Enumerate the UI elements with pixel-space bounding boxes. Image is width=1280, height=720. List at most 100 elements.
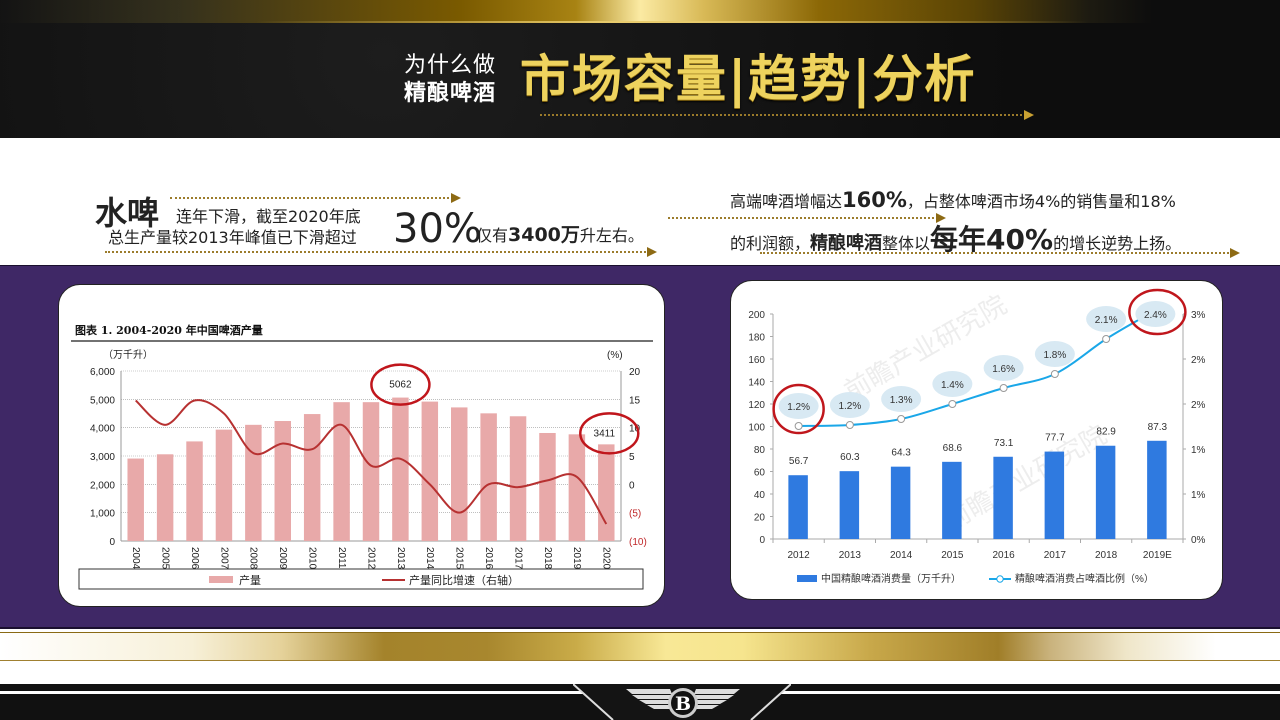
svg-text:2016: 2016 [993, 550, 1016, 561]
r2-suffix: 的增长逆势上扬。 [1053, 234, 1182, 253]
right-chart-line [798, 315, 1146, 427]
legend-marker-icon [996, 575, 1004, 583]
right-chart-bars: 56.7 60.3 64.3 68.6 73.1 77.7 82.9 87.3 [788, 422, 1168, 539]
ratio-label: 2.4% [1144, 310, 1167, 321]
legend-bar-swatch [209, 576, 233, 583]
data-label: 5062 [389, 380, 412, 391]
svg-text:80: 80 [754, 445, 766, 456]
svg-text:2018: 2018 [1095, 550, 1118, 561]
svg-text:2020: 2020 [601, 547, 612, 570]
y2-axis-unit: (%) [607, 350, 623, 361]
svg-text:1,000: 1,000 [90, 509, 115, 520]
r1-suffix: ，占整体啤酒市场4%的销售量和18% [906, 192, 1176, 211]
bar [215, 429, 233, 541]
craft-beer-consumption-chart-card: 前瞻产业研究院 前瞻产业研究院 200 180 160 140 120 100 80 60 40… [730, 280, 1223, 600]
tail-bold: 3400万 [508, 224, 580, 246]
bar [245, 424, 262, 541]
svg-text:0%: 0% [1191, 535, 1206, 546]
bar [1044, 451, 1065, 539]
bar [333, 402, 350, 541]
left-chart-bars [127, 397, 615, 541]
svg-text:2008: 2008 [248, 547, 259, 570]
legend-bar-label: 产量 [239, 573, 261, 587]
svg-text:120: 120 [748, 400, 765, 411]
ratio-bubble [1034, 341, 1075, 367]
header-banner: 为什么做 精酿啤酒 市场容量|趋势|分析 [0, 0, 1280, 138]
ratio-bubble [1135, 301, 1176, 327]
bar [451, 407, 468, 541]
svg-text:10: 10 [629, 424, 641, 435]
left-statement-line2: 总生产量较2013年峰值已下滑超过 [108, 228, 357, 247]
dotted-arrow-left-2 [105, 247, 657, 257]
y-axis-unit: （万千升） [103, 349, 153, 361]
tail-prefix: 仅有 [476, 226, 509, 245]
svg-text:2%: 2% [1191, 355, 1206, 366]
line-marker [999, 384, 1008, 392]
svg-text:160: 160 [748, 355, 765, 366]
highlight-circle [1128, 288, 1187, 336]
dotted-arrow-left-1 [170, 193, 461, 203]
dotted-arrow-right-1 [668, 213, 946, 223]
svg-text:2015: 2015 [941, 550, 964, 561]
r1-bold: 160% [842, 188, 907, 212]
ratio-label: 1.4% [941, 380, 964, 391]
ratio-bubble [829, 392, 870, 418]
legend-bar-label: 中国精酿啤酒消费量（万千升） [821, 572, 961, 585]
title-dotted-arrow [540, 110, 1034, 120]
svg-text:B: B [675, 693, 691, 715]
bar [480, 413, 497, 541]
dotted-arrow-right-2 [760, 248, 1240, 258]
bar-value-label: 64.3 [891, 448, 911, 459]
r1-prefix: 高端啤酒增幅达 [730, 192, 843, 211]
ratio-label: 1.8% [1043, 350, 1066, 361]
ratio-bubble [983, 355, 1024, 381]
r2-huge: 每年40% [930, 223, 1054, 256]
left-chart-line [135, 399, 608, 525]
svg-text:2013: 2013 [395, 547, 406, 570]
svg-text:(5): (5) [629, 509, 641, 520]
svg-text:2016: 2016 [483, 547, 494, 570]
svg-text:3%: 3% [1191, 310, 1206, 321]
data-label: 3411 [594, 428, 616, 439]
highlight-circle [579, 412, 640, 455]
bar [186, 441, 203, 541]
bar [362, 402, 380, 541]
line-marker [897, 415, 906, 423]
svg-text:2012: 2012 [365, 547, 376, 570]
bar [568, 434, 586, 541]
tail-suffix: 升左右。 [579, 226, 644, 245]
ratio-label: 1.3% [890, 395, 913, 406]
legend-bar-swatch [797, 575, 817, 582]
svg-text:5,000: 5,000 [90, 395, 115, 406]
svg-text:2019: 2019 [571, 547, 582, 570]
line-marker [1102, 335, 1111, 343]
svg-text:2019E: 2019E [1143, 550, 1172, 561]
left-chart-y-ticks: 6,000 5,000 4,000 3,000 2,000 1,000 0 [90, 367, 115, 548]
svg-text:2017: 2017 [1044, 550, 1067, 561]
svg-text:2009: 2009 [277, 547, 288, 570]
beer-production-chart-card: 图表 1. 2004-2020 年中国啤酒产量 （万千升） (%) 6,000 5… [58, 284, 665, 607]
ratio-label: 2.1% [1095, 315, 1118, 326]
page-title: 市场容量|趋势|分析 [520, 50, 977, 108]
ratio-label: 1.2% [787, 402, 810, 413]
left-statement-line1: 连年下滑，截至2020年底 [176, 207, 361, 226]
right-chart-annotations: 1.2% 1.2% 1.3% 1.4% 1.6% 1.8% 2.1% 2.4% [772, 288, 1187, 435]
r2-prefix: 的利润额， [730, 234, 811, 253]
ratio-label: 1.2% [838, 401, 861, 412]
bar [156, 454, 174, 541]
highlight-circle [370, 363, 431, 406]
left-chart-y2-ticks: 20 15 10 5 0 (5) (10) [629, 367, 647, 548]
ratio-bubble [932, 371, 973, 397]
svg-text:(10): (10) [629, 537, 647, 548]
svg-text:200: 200 [748, 310, 765, 321]
svg-text:2014: 2014 [424, 547, 435, 570]
bar [274, 421, 291, 541]
left-statement-title: 水啤 [95, 194, 160, 232]
svg-text:2014: 2014 [890, 550, 913, 561]
bar [303, 414, 321, 541]
svg-text:2,000: 2,000 [90, 480, 115, 491]
watermark: 前瞻产业研究院 前瞻产业研究院 [840, 290, 1113, 537]
ratio-bubble [778, 393, 819, 419]
bar [127, 458, 144, 541]
